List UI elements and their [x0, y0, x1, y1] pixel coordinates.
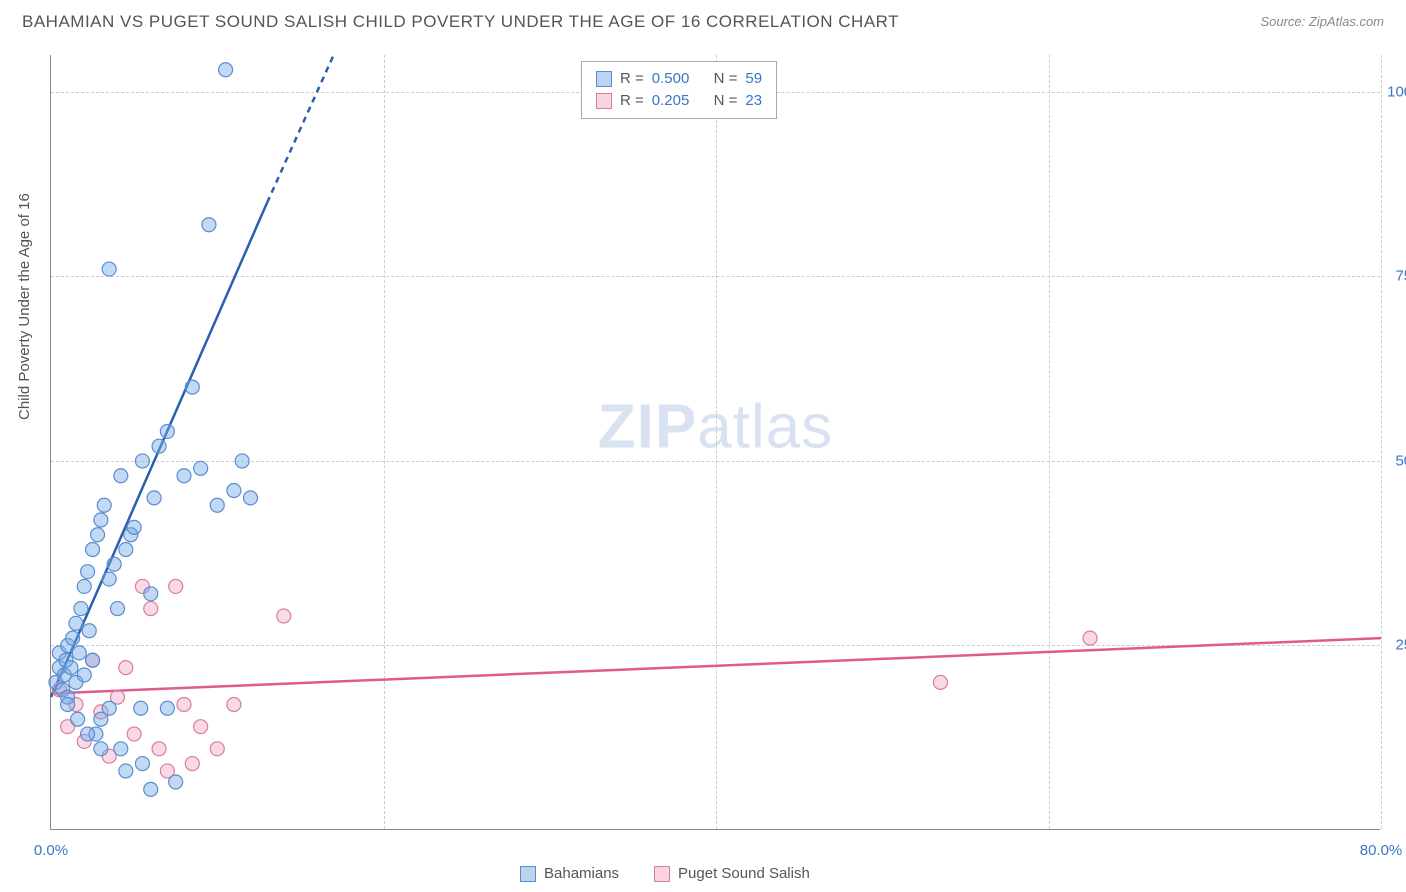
- r-label: R =: [620, 90, 644, 112]
- point-bahamians: [185, 380, 199, 394]
- n-label: N =: [714, 90, 738, 112]
- r-value: 0.205: [652, 90, 690, 112]
- point-puget: [1083, 631, 1097, 645]
- point-bahamians: [119, 764, 133, 778]
- point-bahamians: [81, 565, 95, 579]
- point-bahamians: [114, 469, 128, 483]
- point-puget: [933, 675, 947, 689]
- source-attribution: Source: ZipAtlas.com: [1260, 14, 1384, 29]
- point-puget: [277, 609, 291, 623]
- point-bahamians: [152, 439, 166, 453]
- correlation-legend: R = 0.500 N = 59 R = 0.205 N = 23: [581, 61, 777, 119]
- y-tick-label: 25.0%: [1395, 637, 1406, 654]
- point-bahamians: [86, 543, 100, 557]
- r-label: R =: [620, 68, 644, 90]
- point-puget: [185, 757, 199, 771]
- point-puget: [210, 742, 224, 756]
- point-puget: [152, 742, 166, 756]
- point-bahamians: [219, 63, 233, 77]
- point-bahamians: [210, 498, 224, 512]
- point-bahamians: [107, 557, 121, 571]
- n-value: 23: [745, 90, 762, 112]
- point-puget: [169, 579, 183, 593]
- trend-line-bahamians-dash: [267, 55, 334, 203]
- series-legend: Bahamians Puget Sound Salish: [520, 865, 810, 882]
- point-bahamians: [94, 513, 108, 527]
- y-tick-label: 50.0%: [1395, 452, 1406, 469]
- point-bahamians: [102, 701, 116, 715]
- point-puget: [144, 602, 158, 616]
- chart-title: BAHAMIAN VS PUGET SOUND SALISH CHILD POV…: [22, 12, 899, 32]
- point-bahamians: [74, 602, 88, 616]
- point-bahamians: [227, 483, 241, 497]
- x-tick-label: 0.0%: [34, 842, 68, 859]
- point-puget: [119, 661, 133, 675]
- point-bahamians: [77, 668, 91, 682]
- point-bahamians: [147, 491, 161, 505]
- point-bahamians: [135, 454, 149, 468]
- point-bahamians: [127, 520, 141, 534]
- point-bahamians: [235, 454, 249, 468]
- gridline-v: [1381, 55, 1382, 829]
- point-bahamians: [77, 579, 91, 593]
- point-bahamians: [111, 602, 125, 616]
- point-bahamians: [64, 661, 78, 675]
- point-bahamians: [134, 701, 148, 715]
- y-tick-label: 100.0%: [1387, 83, 1406, 100]
- point-bahamians: [69, 616, 83, 630]
- point-bahamians: [94, 742, 108, 756]
- swatch-pink-icon: [654, 866, 670, 882]
- point-bahamians: [119, 543, 133, 557]
- point-bahamians: [135, 757, 149, 771]
- point-bahamians: [86, 653, 100, 667]
- x-tick-label: 80.0%: [1360, 842, 1403, 859]
- point-bahamians: [202, 218, 216, 232]
- legend-label: Puget Sound Salish: [678, 865, 810, 882]
- point-bahamians: [91, 528, 105, 542]
- point-bahamians: [102, 572, 116, 586]
- point-puget: [227, 698, 241, 712]
- point-bahamians: [169, 775, 183, 789]
- legend-item-puget: Puget Sound Salish: [654, 865, 810, 882]
- point-bahamians: [144, 587, 158, 601]
- point-bahamians: [82, 624, 96, 638]
- swatch-blue-icon: [596, 71, 612, 87]
- point-bahamians: [194, 461, 208, 475]
- point-bahamians: [81, 727, 95, 741]
- point-bahamians: [114, 742, 128, 756]
- point-bahamians: [61, 698, 75, 712]
- r-value: 0.500: [652, 68, 690, 90]
- swatch-pink-icon: [596, 93, 612, 109]
- point-puget: [127, 727, 141, 741]
- point-puget: [177, 698, 191, 712]
- n-label: N =: [714, 68, 738, 90]
- trend-line-puget: [51, 638, 1381, 693]
- n-value: 59: [745, 68, 762, 90]
- point-bahamians: [160, 424, 174, 438]
- point-bahamians: [71, 712, 85, 726]
- legend-row-pink: R = 0.205 N = 23: [596, 90, 762, 112]
- y-axis-label: Child Poverty Under the Age of 16: [16, 193, 33, 420]
- legend-row-blue: R = 0.500 N = 59: [596, 68, 762, 90]
- point-bahamians: [102, 262, 116, 276]
- point-bahamians: [97, 498, 111, 512]
- point-bahamians: [144, 782, 158, 796]
- legend-item-bahamians: Bahamians: [520, 865, 619, 882]
- point-bahamians: [66, 631, 80, 645]
- point-bahamians: [177, 469, 191, 483]
- y-tick-label: 75.0%: [1395, 268, 1406, 285]
- scatter-svg: [51, 55, 1380, 829]
- swatch-blue-icon: [520, 866, 536, 882]
- point-puget: [194, 720, 208, 734]
- point-bahamians: [72, 646, 86, 660]
- plot-area: ZIPatlas R = 0.500 N = 59 R = 0.205 N = …: [50, 55, 1380, 830]
- point-bahamians: [160, 701, 174, 715]
- legend-label: Bahamians: [544, 865, 619, 882]
- point-bahamians: [244, 491, 258, 505]
